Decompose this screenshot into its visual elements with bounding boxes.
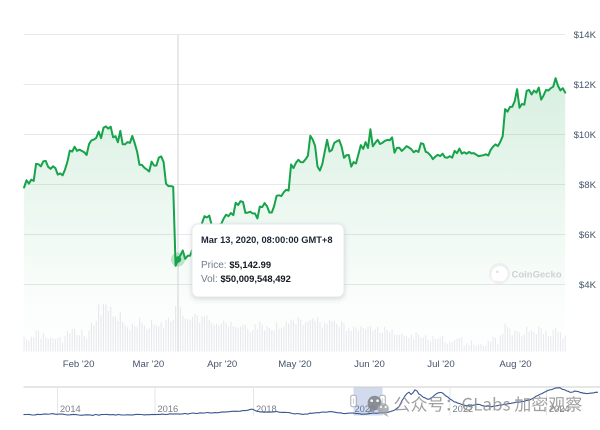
svg-text:Aug '20: Aug '20 [499, 359, 531, 370]
svg-text:$14K: $14K [574, 30, 597, 41]
svg-text:Jun '20: Jun '20 [354, 359, 385, 370]
svg-text:$4K: $4K [579, 280, 597, 291]
svg-text:2020: 2020 [355, 404, 376, 414]
svg-text:Apr '20: Apr '20 [207, 359, 237, 370]
svg-text:$10K: $10K [574, 130, 597, 141]
svg-text:2018: 2018 [256, 404, 277, 414]
svg-text:Jul '20: Jul '20 [427, 359, 454, 370]
svg-text:Feb '20: Feb '20 [63, 359, 95, 370]
svg-text:CoinGecko: CoinGecko [512, 270, 562, 281]
svg-text:Price: $5,142.99: Price: $5,142.99 [201, 259, 271, 271]
svg-text:Mar '20: Mar '20 [133, 359, 165, 370]
svg-text:$8K: $8K [579, 180, 597, 191]
svg-text:2016: 2016 [158, 404, 179, 414]
svg-text:Vol: $50,009,548,492: Vol: $50,009,548,492 [201, 273, 291, 285]
svg-text:2022: 2022 [453, 404, 474, 414]
svg-text:2014: 2014 [60, 404, 81, 414]
svg-text:May '20: May '20 [278, 359, 311, 370]
svg-text:Mar 13, 2020, 08:00:00 GMT+8: Mar 13, 2020, 08:00:00 GMT+8 [201, 235, 333, 245]
svg-text:$12K: $12K [574, 80, 597, 91]
svg-text:$6K: $6K [579, 230, 597, 241]
svg-text:2024: 2024 [549, 404, 570, 414]
